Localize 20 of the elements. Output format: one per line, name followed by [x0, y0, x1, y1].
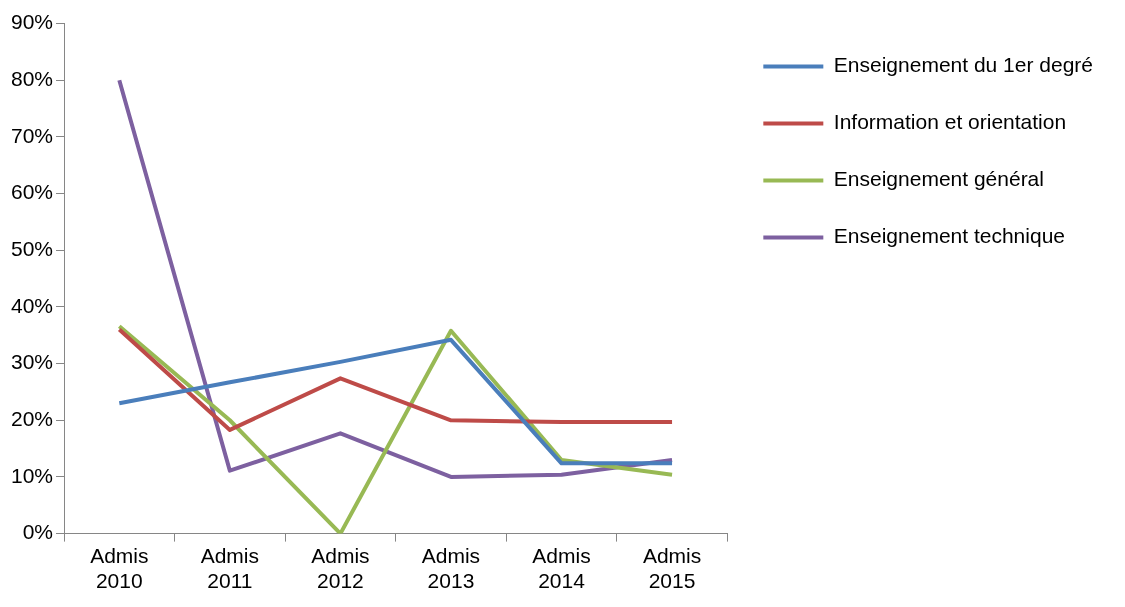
- y-tick-label: 40%: [11, 293, 54, 317]
- y-tick-label: 60%: [11, 180, 54, 204]
- y-tick-label: 20%: [11, 407, 54, 431]
- x-tick-label: Admis 2014: [532, 544, 591, 593]
- y-tick-label: 30%: [11, 350, 54, 374]
- y-tick-label: 50%: [11, 237, 54, 261]
- y-tick-label: 10%: [11, 463, 54, 487]
- y-tick-label: 80%: [11, 67, 54, 91]
- legend-label: Information et orientation: [833, 110, 1067, 134]
- x-tick-label: Admis 2010: [90, 544, 149, 593]
- legend-label: Enseignement général: [833, 167, 1044, 191]
- x-tick-label: Admis 2015: [642, 544, 702, 593]
- legend-label: Enseignement technique: [833, 224, 1065, 248]
- y-tick-label: 0%: [22, 520, 54, 544]
- x-tick-label: Admis 2011: [200, 544, 260, 593]
- x-tick-label: Admis 2012: [311, 544, 370, 593]
- y-tick-label: 90%: [11, 10, 54, 34]
- y-tick-label: 70%: [11, 123, 54, 147]
- legend-label: Enseignement du 1er degré: [833, 53, 1094, 77]
- x-tick-label: Admis 2013: [421, 544, 481, 593]
